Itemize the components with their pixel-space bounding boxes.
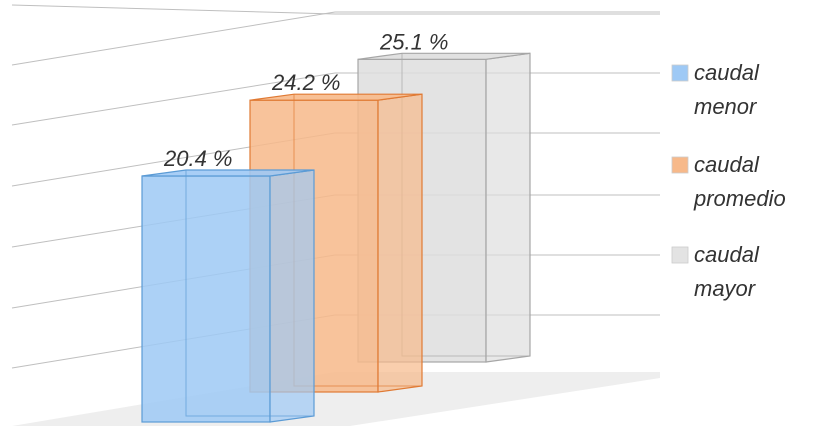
bar-back-edge xyxy=(185,170,314,417)
data-label-caudal-promedio: 24.2 % xyxy=(271,70,341,95)
gridline-left xyxy=(11,72,336,126)
legend-swatch-caudal-menor xyxy=(671,64,689,82)
legend-label-caudal-promedio-line2: promedio xyxy=(693,186,786,211)
bar-side-face xyxy=(377,93,423,393)
bar-side-face xyxy=(485,52,531,363)
bar-caudal-menor xyxy=(141,169,315,423)
legend-label-caudal-mayor-line2: mayor xyxy=(694,276,757,301)
bar-top-face xyxy=(357,52,531,60)
legend-label-caudal-menor-line2: menor xyxy=(694,94,758,119)
legend-label-caudal-promedio-line1: caudal xyxy=(694,152,760,177)
legend: caudal menor caudal promedio caudal mayo… xyxy=(671,60,786,301)
legend-swatch-caudal-mayor xyxy=(671,246,689,264)
data-label-caudal-mayor: 25.1 % xyxy=(379,29,449,54)
bar-top-face xyxy=(141,169,315,177)
legend-label-caudal-menor-line1: caudal xyxy=(694,60,760,85)
legend-label-caudal-mayor-line1: caudal xyxy=(694,242,760,267)
gridline-left xyxy=(11,4,336,15)
bar-top-face xyxy=(249,93,423,101)
data-label-caudal-menor: 20.4 % xyxy=(163,146,233,171)
legend-swatch-caudal-promedio xyxy=(671,156,689,174)
bar-side-face xyxy=(269,169,315,423)
gridline-left xyxy=(11,11,336,66)
bar-front-face xyxy=(141,175,271,423)
